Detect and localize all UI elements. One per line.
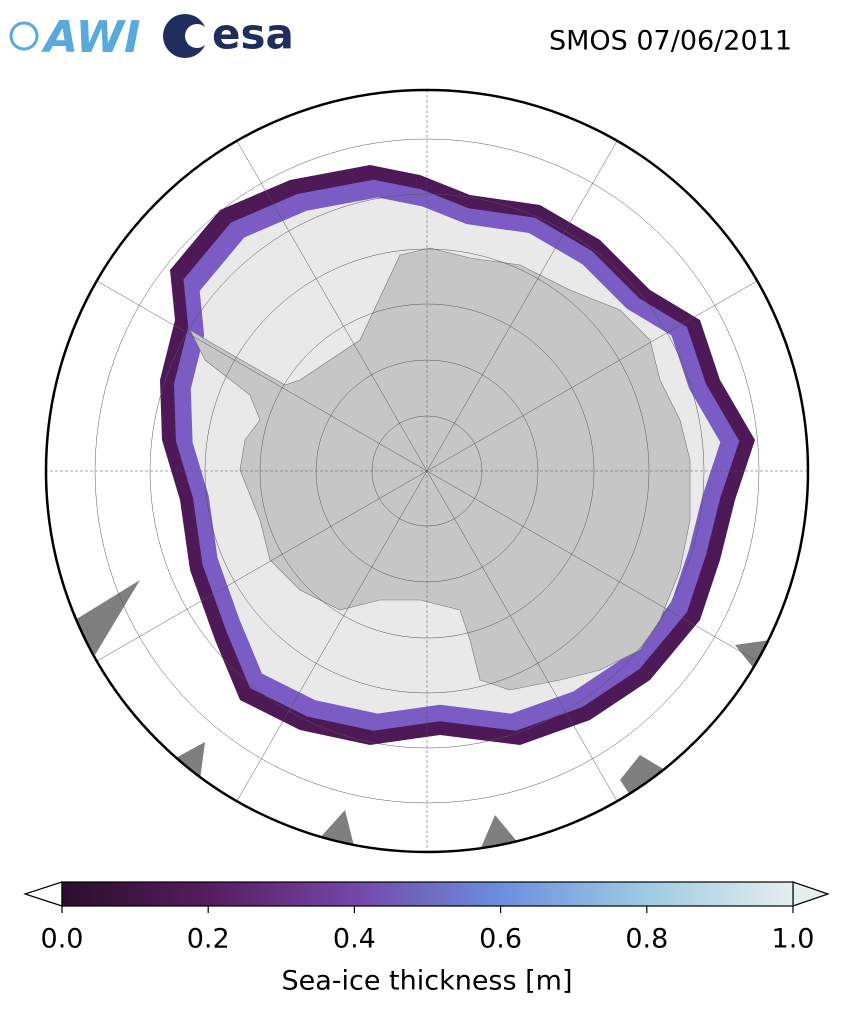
awi-logo: AWI (9, 12, 141, 63)
esa-text: esa (212, 10, 294, 59)
map (46, 90, 808, 852)
colorbar-tick-label: 1.0 (772, 924, 815, 955)
graticule (46, 90, 808, 852)
colorbar-extend-min (23, 881, 63, 907)
colorbar-tick-label: 0.4 (333, 924, 376, 955)
land-patch (75, 580, 140, 655)
colorbar-label: Sea-ice thickness [m] (281, 966, 572, 997)
awi-globe (9, 21, 39, 51)
awi-text: AWI (41, 12, 141, 63)
colorbar-extend-max (792, 881, 830, 907)
colorbar-tick-label: 0.2 (187, 924, 230, 955)
land-patch (172, 742, 205, 780)
colorbar-tick-label: 0.8 (625, 924, 668, 955)
meridian (96, 280, 758, 662)
esa-emblem-inner (185, 24, 209, 48)
land-patch (735, 640, 770, 670)
land-patch (620, 755, 665, 795)
title: SMOS 07/06/2011 (549, 26, 792, 57)
land-patch (480, 815, 520, 850)
colorbar-ramp (61, 881, 794, 907)
colorbar-tick-label: 0.6 (479, 924, 522, 955)
colorbar (23, 881, 830, 913)
map-boundary (44, 88, 810, 854)
esa-logo: esa (163, 10, 294, 59)
land-patches (75, 580, 770, 850)
colorbar-tick-label: 0.0 (41, 924, 84, 955)
